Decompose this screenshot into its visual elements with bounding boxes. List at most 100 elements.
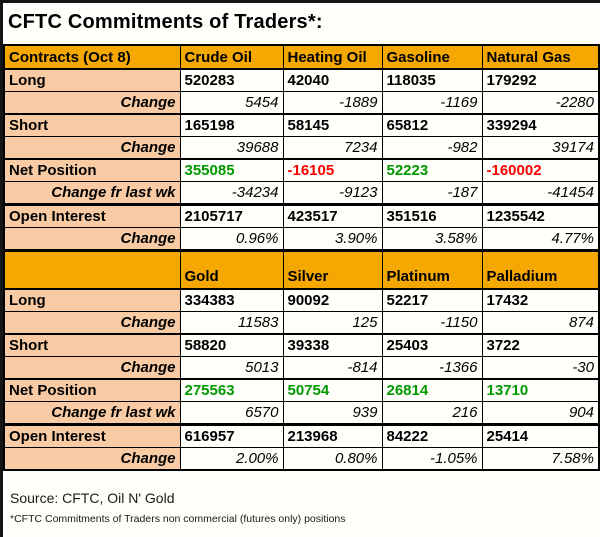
cell-value: 904 — [481, 401, 600, 425]
row-label: Long — [3, 68, 181, 92]
column-header: Heating Oil — [282, 44, 383, 70]
cell-value: 275563 — [179, 378, 284, 402]
column-header: Gold — [179, 249, 284, 290]
table-row: Short 165198 58145 65812 339294 — [3, 113, 600, 137]
row-label-column-header: Contracts (Oct 8) — [3, 44, 181, 70]
cell-value: 58820 — [179, 333, 284, 357]
footnote-text: *CFTC Commitments of Traders non commerc… — [10, 513, 346, 525]
row-label: Change fr last wk — [3, 181, 181, 205]
source-text: Source: CFTC, Oil N' Gold — [10, 490, 175, 506]
cell-value: -30 — [481, 356, 600, 380]
footer: Source: CFTC, Oil N' Gold *CFTC Commitme… — [3, 471, 600, 525]
cell-value: 2.00% — [179, 447, 284, 471]
cell-value: 7.58% — [481, 447, 600, 471]
cell-value: 423517 — [282, 203, 383, 228]
row-label: Change — [3, 356, 181, 380]
column-header: Gasoline — [381, 44, 483, 70]
cell-value: -34234 — [179, 181, 284, 205]
column-header: Crude Oil — [179, 44, 284, 70]
cell-value: 2105717 — [179, 203, 284, 228]
cot-table: Contracts (Oct 8) Crude Oil Heating Oil Gas… — [3, 44, 600, 471]
table-row: Long 520283 42040 118035 179292 — [3, 68, 600, 92]
cell-value: 339294 — [481, 113, 600, 137]
section-header-row-energy: Contracts (Oct 8) Crude Oil Heating Oil Gas… — [3, 44, 600, 70]
row-label: Open Interest — [3, 203, 181, 228]
cell-value: 165198 — [179, 113, 284, 137]
cell-value: -1150 — [381, 311, 483, 335]
row-label: Change — [3, 91, 181, 115]
cell-value: 39174 — [481, 136, 600, 160]
cell-value: 351516 — [381, 203, 483, 228]
cell-value: 0.96% — [179, 227, 284, 251]
cell-value: -1366 — [381, 356, 483, 380]
cell-value: -814 — [282, 356, 383, 380]
cell-value: 39338 — [282, 333, 383, 357]
page-title: CFTC Commitments of Traders*: — [8, 11, 323, 33]
cell-value: 6570 — [179, 401, 284, 425]
table-row: Short 58820 39338 25403 3722 — [3, 333, 600, 357]
cot-table-body: Contracts (Oct 8) Crude Oil Heating Oil Gas… — [3, 44, 600, 471]
column-header: Platinum — [381, 249, 483, 290]
cell-value: 118035 — [381, 68, 483, 92]
cell-value: 5013 — [179, 356, 284, 380]
table-row: Change 11583 125 -1150 874 — [3, 311, 600, 335]
cell-value: -9123 — [282, 181, 383, 205]
cell-value: -1889 — [282, 91, 383, 115]
table-row: Change 39688 7234 -982 39174 — [3, 136, 600, 160]
table-row: Change 5013 -814 -1366 -30 — [3, 356, 600, 380]
table-row: Long 334383 90092 52217 17432 — [3, 288, 600, 312]
table-row: Change 5454 -1889 -1169 -2280 — [3, 91, 600, 115]
cell-value: 355085 — [179, 158, 284, 182]
cell-value: 213968 — [282, 423, 383, 448]
cell-value: 17432 — [481, 288, 600, 312]
column-header: Palladium — [481, 249, 600, 290]
cell-value: 25403 — [381, 333, 483, 357]
cell-value: 3.90% — [282, 227, 383, 251]
row-label: Change — [3, 447, 181, 471]
table-row: Change 0.96% 3.90% 3.58% 4.77% — [3, 227, 600, 251]
row-label: Short — [3, 333, 181, 357]
cell-value: -16105 — [282, 158, 383, 182]
table-row: Net Position 355085 -16105 52223 -160002 — [3, 158, 600, 182]
table-row: Open Interest 616957 213968 84222 25414 — [3, 423, 600, 448]
cell-value: 52223 — [381, 158, 483, 182]
cell-value: 39688 — [179, 136, 284, 160]
cell-value: -1169 — [381, 91, 483, 115]
section-header-row-metals: Gold Silver Platinum Palladium — [3, 249, 600, 290]
cell-value: -160002 — [481, 158, 600, 182]
column-header: Natural Gas — [481, 44, 600, 70]
cell-value: 125 — [282, 311, 383, 335]
row-label: Long — [3, 288, 181, 312]
row-label: Net Position — [3, 378, 181, 402]
cell-value: 26814 — [381, 378, 483, 402]
cell-value: -187 — [381, 181, 483, 205]
cell-value: 50754 — [282, 378, 383, 402]
cell-value: 216 — [381, 401, 483, 425]
cell-value: 90092 — [282, 288, 383, 312]
table-row: Net Position 275563 50754 26814 13710 — [3, 378, 600, 402]
cell-value: 520283 — [179, 68, 284, 92]
table-row: Change 2.00% 0.80% -1.05% 7.58% — [3, 447, 600, 471]
cell-value: 58145 — [282, 113, 383, 137]
row-label: Change — [3, 227, 181, 251]
cell-value: 52217 — [381, 288, 483, 312]
cell-value: -2280 — [481, 91, 600, 115]
cell-value: 25414 — [481, 423, 600, 448]
cell-value: 616957 — [179, 423, 284, 448]
cell-value: 42040 — [282, 68, 383, 92]
table-row: Change fr last wk 6570 939 216 904 — [3, 401, 600, 425]
table-row: Open Interest 2105717 423517 351516 1235542 — [3, 203, 600, 228]
row-label: Change — [3, 136, 181, 160]
cell-value: 0.80% — [282, 447, 383, 471]
column-header: Silver — [282, 249, 383, 290]
cell-value: 11583 — [179, 311, 284, 335]
cell-value: 13710 — [481, 378, 600, 402]
cell-value: -1.05% — [381, 447, 483, 471]
row-label: Short — [3, 113, 181, 137]
cell-value: 334383 — [179, 288, 284, 312]
row-label: Open Interest — [3, 423, 181, 448]
cell-value: 5454 — [179, 91, 284, 115]
cell-value: 939 — [282, 401, 383, 425]
cell-value: 3.58% — [381, 227, 483, 251]
row-label-column-header — [3, 249, 181, 290]
